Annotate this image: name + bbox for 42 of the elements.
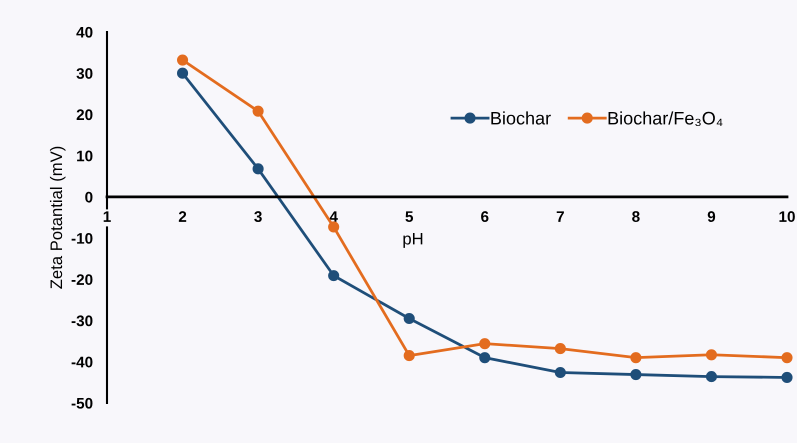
x-tick-label: 3 (254, 211, 262, 222)
y-tick-label: 20 (76, 109, 92, 120)
point (252, 163, 264, 174)
x-tick-label: 5 (405, 211, 414, 222)
y-tick-label: 10 (77, 150, 92, 162)
x-tick-label: 6 (481, 211, 488, 222)
point (328, 221, 340, 233)
point (554, 343, 566, 354)
point (328, 270, 340, 282)
point (252, 106, 264, 117)
y-tick-label: -40 (72, 356, 92, 368)
legend-label: Biochar/Fe₃O₄ (608, 111, 722, 126)
y-tick-label: 0 (85, 192, 92, 203)
y-tick-label: -10 (72, 232, 92, 244)
point (781, 352, 793, 364)
x-tick-label: 8 (632, 211, 640, 222)
x-axis-title: pH (403, 232, 422, 248)
y-tick-label: 40 (76, 26, 92, 38)
point (177, 68, 188, 79)
x-tick-label: 2 (178, 211, 186, 222)
point (177, 54, 188, 66)
point (479, 338, 490, 350)
point (554, 366, 566, 378)
y-tick-label: 30 (76, 68, 92, 79)
point (404, 350, 415, 362)
x-tick-label: 4 (330, 211, 338, 222)
point (706, 371, 717, 382)
point (479, 352, 490, 364)
x-tick-label: 1 (104, 211, 111, 222)
y-tick-label: -30 (72, 315, 92, 326)
point (630, 369, 642, 380)
point (630, 352, 642, 364)
x-tick-label: 7 (556, 211, 564, 222)
legend-label: Biochar (491, 111, 551, 125)
point (404, 312, 415, 324)
y-tick-label: -20 (72, 274, 92, 286)
y-tick-label: -50 (72, 398, 92, 409)
x-tick-label: 10 (779, 211, 795, 222)
y-axis-title: Zeta Potantial (mV) (50, 146, 66, 289)
x-tick-label: 9 (708, 211, 716, 222)
point (781, 372, 793, 383)
point (706, 349, 717, 360)
